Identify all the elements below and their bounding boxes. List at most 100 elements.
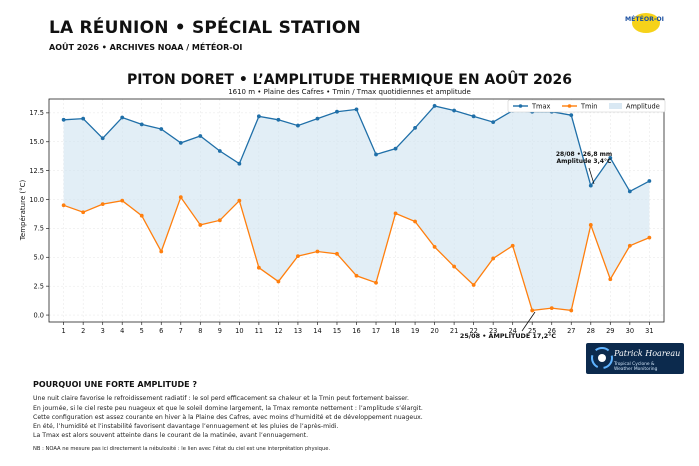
y-tick-label: 10.0 [29, 196, 44, 204]
point-tmax [100, 136, 105, 141]
x-tick-label: 28 [587, 327, 595, 335]
x-tick-label: 1 [62, 327, 66, 335]
legend-tmax-marker [518, 104, 523, 108]
y-tick-label: 2.5 [34, 282, 45, 290]
point-tmin [296, 254, 300, 259]
annotation-amplitude-25-text: 25/08 • AMPLITUDE 17,2°C [460, 332, 557, 340]
point-tmin [549, 306, 554, 311]
x-tick-label: 19 [411, 327, 419, 335]
legend-tmin-marker [567, 104, 572, 108]
logo-text: MÉTÉOR-OI [625, 14, 664, 23]
legend-amplitude-swatch [609, 103, 622, 109]
explanation-line: La Tmax est alors souvent atteinte dans … [33, 432, 309, 439]
chart-subtitle: 1610 m • Plaine des Cafres • Tmin / Tmax… [228, 88, 471, 96]
x-tick-label: 30 [626, 327, 634, 335]
annotation-amplitude-25-arrow [521, 311, 536, 332]
point-tmax [452, 108, 457, 113]
point-tmax [393, 146, 398, 151]
x-tick-label: 7 [179, 327, 183, 335]
point-tmin [471, 283, 476, 287]
x-tick-label: 8 [198, 327, 202, 335]
legend-tmax-label: Tmax [531, 103, 550, 111]
annotation-rain-28-arrow [588, 167, 595, 185]
chart-title: PITON DORET • L’AMPLITUDE THERMIQUE EN A… [127, 72, 572, 88]
point-tmin [198, 223, 203, 227]
y-tick-label: 7.5 [34, 225, 45, 233]
point-tmax [256, 114, 261, 119]
x-tick-label: 25 [528, 327, 536, 335]
point-tmin [413, 219, 417, 224]
point-tmax [608, 156, 613, 160]
x-tick-label: 15 [333, 327, 341, 335]
point-tmin [120, 198, 125, 203]
x-tick-label: 26 [548, 327, 556, 335]
footnote: NB : NOAA ne mesure pas ici directement … [33, 446, 331, 452]
point-tmax [335, 109, 339, 114]
x-tick-label: 16 [352, 327, 360, 335]
x-tick-label: 11 [255, 327, 263, 335]
y-tick-label: 17.5 [29, 109, 44, 117]
point-tmax [413, 125, 417, 130]
axis-layer: 1 2 3 4 5 6 7 8 9 10 11 12 13 14 15 16 17 18 19 20 21 22 23 24 2… [29, 109, 653, 335]
legend-box [507, 99, 666, 113]
point-tmax [198, 134, 203, 138]
point-tmax [217, 149, 222, 153]
x-tick-label: 12 [274, 327, 282, 335]
point-tmax [296, 123, 300, 128]
point-tmax [276, 117, 281, 122]
point-tmax [81, 116, 86, 121]
point-tmin [335, 251, 339, 256]
point-tmax [354, 107, 359, 112]
explanation-line: Une nuit claire favorise le refroidissem… [33, 395, 409, 402]
explanation-line: Cette configuration est assez courante e… [33, 414, 423, 421]
point-tmax [159, 127, 164, 131]
x-tick-label: 13 [294, 327, 302, 335]
point-tmax [647, 179, 652, 183]
explanation-line: En été, l’humidité et l’instabilité favo… [33, 423, 339, 430]
point-tmin [374, 280, 378, 285]
point-tmin [237, 198, 242, 203]
x-tick-label: 18 [391, 327, 399, 335]
point-tmax [471, 114, 476, 119]
point-tmax [432, 104, 437, 108]
point-tmin [569, 308, 574, 313]
legend-amplitude-label: Amplitude [626, 103, 660, 111]
point-tmax [120, 115, 125, 120]
logo-sun-shape [632, 13, 660, 33]
meteor-oi-logo: MÉTÉOR-OI [625, 13, 664, 33]
point-tmin [256, 265, 261, 270]
point-tmin [100, 202, 105, 207]
point-tmin [510, 243, 515, 248]
amplitude-area [63, 105, 650, 311]
point-tmax [588, 183, 593, 188]
y-axis-label: Température (°C) [19, 180, 27, 242]
cyclone-icon [591, 347, 613, 369]
point-tmax [178, 141, 183, 145]
legend-tmin-label: Tmin [580, 103, 597, 111]
point-tmax [139, 122, 144, 127]
point-tmin [393, 211, 398, 216]
x-tick-label: 29 [606, 327, 614, 335]
page-title: LA RÉUNION • SPÉCIAL STATION [49, 18, 361, 38]
point-tmin [178, 195, 183, 200]
point-tmax [237, 161, 242, 166]
explanation-title: POURQUOI UNE FORTE AMPLITUDE ? [33, 380, 197, 389]
point-tmin [491, 256, 496, 261]
point-tmax [569, 113, 574, 118]
x-tick-label: 31 [645, 327, 653, 335]
y-tick-label: 15.0 [29, 138, 44, 146]
point-tmin [217, 218, 222, 223]
point-tmin [530, 308, 535, 313]
point-tmax [627, 189, 632, 194]
page-subtitle: AOÛT 2026 • ARCHIVES NOAA / MÉTÉOR-OI [49, 43, 243, 52]
x-tick-label: 21 [450, 327, 458, 335]
point-tmin [608, 277, 613, 282]
x-tick-label: 6 [159, 327, 163, 335]
x-tick-label: 27 [567, 327, 575, 335]
brand-name: Patrick Hoareau [614, 349, 681, 358]
x-tick-label: 22 [469, 327, 477, 335]
x-tick-label: 14 [313, 327, 321, 335]
annotation-rain-28: 28/08 • 26,8 mm Amplitude 3,4°C [556, 151, 612, 185]
point-tmin [139, 213, 144, 218]
